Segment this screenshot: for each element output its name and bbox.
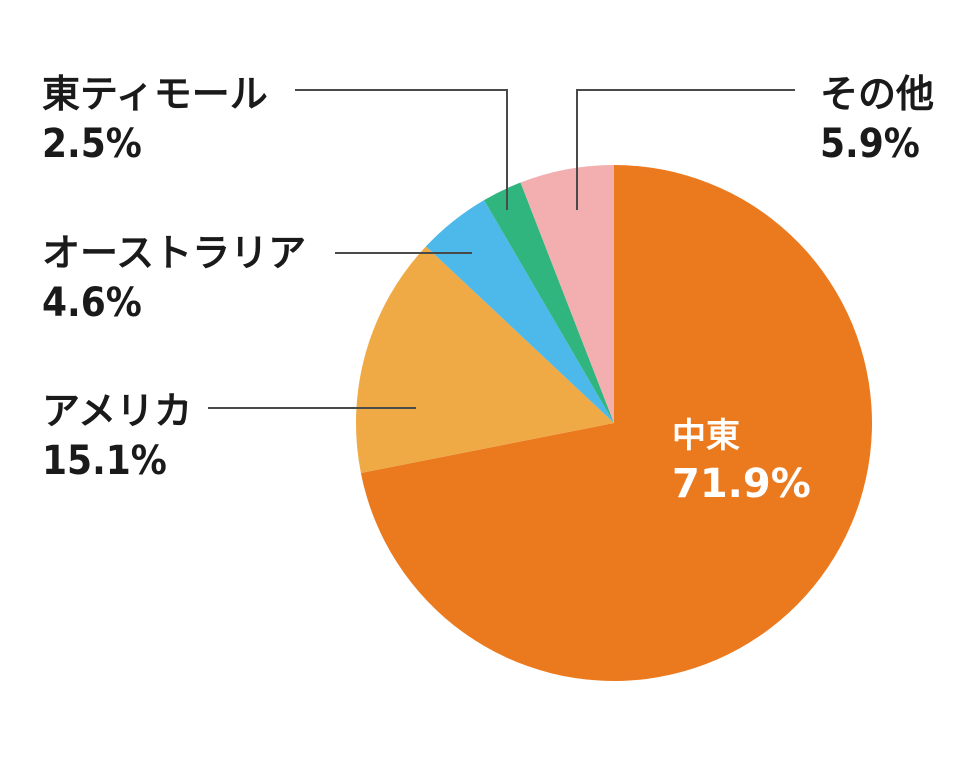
pie-slice-other [520,165,614,423]
slice-label-middle-east: 中東 [672,416,740,456]
slice-label-america: アメリカ [42,389,192,433]
slice-value-east-timor: 2.5% [42,121,142,167]
slice-label-other: その他 [820,72,934,116]
slice-value-other: 5.9% [820,121,920,167]
slice-label-australia: オーストラリア [42,231,306,275]
pie-slices [356,165,873,681]
pie-slice-america [356,246,614,473]
leader-line-east-timor [295,89,508,210]
pie-slice-east-timor [484,182,614,423]
pie-slice-australia [425,200,614,423]
slice-value-middle-east: 71.9% [672,461,811,507]
slice-value-america: 15.1% [42,438,167,484]
slice-label-east-timor: 東ティモール [42,72,268,116]
leader-line-other [576,89,795,210]
pie-slice-middle-east [360,165,873,681]
slice-value-australia: 4.6% [42,280,142,326]
